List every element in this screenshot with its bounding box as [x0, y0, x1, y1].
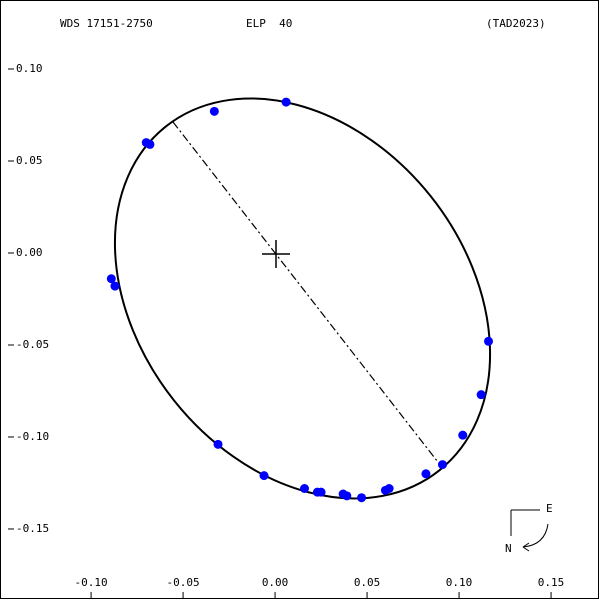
- x-tick-label: 0.05: [354, 576, 381, 589]
- y-tick-label: 0.10: [16, 62, 43, 75]
- y-tick-label: 0.00: [16, 246, 43, 259]
- x-tick-label: -0.05: [167, 576, 200, 589]
- chart-subtitle: ELP 40: [246, 17, 292, 30]
- observation: [209, 106, 219, 116]
- line-of-nodes: [172, 121, 442, 467]
- y-tick-label: 0.05: [16, 154, 43, 167]
- orbit-ellipse: [113, 97, 492, 500]
- observation: [338, 489, 348, 499]
- observation: [145, 139, 155, 149]
- compass-arrowhead: [522, 542, 530, 552]
- observation: [476, 390, 486, 400]
- observation: [281, 97, 291, 107]
- observation: [213, 439, 223, 449]
- y-tick-label: -0.10: [16, 430, 49, 443]
- observation: [259, 471, 269, 481]
- observation: [106, 274, 116, 284]
- compass-label: E: [546, 502, 553, 515]
- observation: [438, 460, 448, 470]
- x-tick-label: 0.00: [262, 576, 289, 589]
- compass-label: N: [505, 542, 512, 555]
- y-tick-label: -0.05: [16, 338, 49, 351]
- x-tick-label: -0.10: [75, 576, 108, 589]
- observation: [380, 485, 390, 495]
- y-tick-label: -0.15: [16, 522, 49, 535]
- x-tick-label: 0.10: [446, 576, 473, 589]
- x-tick-label: 0.15: [538, 576, 565, 589]
- observation: [484, 336, 494, 346]
- reference: (TAD2023): [486, 17, 546, 30]
- observation: [458, 430, 468, 440]
- observation: [312, 487, 322, 497]
- compass-arrow: [522, 523, 549, 548]
- observation: [300, 484, 310, 494]
- compass: E N: [505, 502, 553, 555]
- observation: [357, 493, 367, 503]
- observation: [421, 469, 431, 479]
- observation: [110, 281, 120, 291]
- chart-title: WDS 17151-2750: [60, 17, 153, 30]
